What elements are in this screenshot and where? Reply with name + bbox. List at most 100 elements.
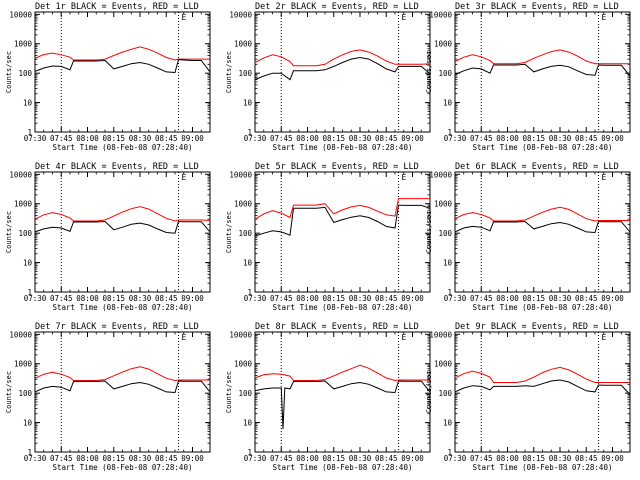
panel-det-6: Det 6r BLACK = Events, RED = LLD 1 10 100 10… bbox=[425, 162, 631, 312]
x-tick-label: 08:45 bbox=[375, 134, 398, 143]
y-tick-label: 100 bbox=[18, 229, 32, 238]
y-tick-label: 1 bbox=[447, 288, 452, 297]
x-tick-label: 08:15 bbox=[322, 134, 345, 143]
x-tick-label: 09:00 bbox=[401, 134, 424, 143]
x-tick-label: 08:30 bbox=[349, 294, 372, 303]
corner-marker: E bbox=[182, 13, 187, 22]
x-tick-label: 09:00 bbox=[401, 294, 424, 303]
x-tick-label: 08:00 bbox=[76, 134, 99, 143]
corner-marker: E bbox=[602, 13, 607, 22]
series-events-line bbox=[454, 220, 631, 234]
x-tick-label: 08:15 bbox=[522, 454, 545, 463]
x-tick-label: 07:30 bbox=[244, 294, 267, 303]
series-lld-line bbox=[254, 364, 430, 382]
series-lld-line bbox=[254, 49, 431, 67]
y-tick-label: 10 bbox=[443, 419, 453, 428]
y-tick-label: 100 bbox=[438, 69, 452, 78]
x-tick-label: 07:45 bbox=[470, 454, 493, 463]
series-events-line bbox=[254, 380, 431, 430]
series-lld-line bbox=[254, 198, 430, 220]
panel-det-3: Det 3r BLACK = Events, RED = LLD 1 10 100 10… bbox=[425, 2, 631, 152]
y-axis-label: Counts/sec bbox=[425, 371, 433, 413]
x-tick-label: 08:00 bbox=[496, 134, 519, 143]
x-tick-label: 07:45 bbox=[270, 294, 293, 303]
y-tick-label: 1000 bbox=[434, 40, 453, 49]
corner-marker: E bbox=[402, 333, 407, 342]
x-tick-label: 08:30 bbox=[129, 134, 152, 143]
x-tick-label: 07:30 bbox=[444, 454, 467, 463]
panel-det-5: Det 5r BLACK = Events, RED = LLD 1 10 100 10… bbox=[225, 162, 431, 312]
y-tick-label: 10 bbox=[23, 99, 33, 108]
x-tick-label: 07:30 bbox=[244, 454, 267, 463]
y-axis-label: Counts/sec bbox=[425, 51, 433, 93]
y-tick-label: 100 bbox=[18, 389, 32, 398]
x-tick-label: 08:15 bbox=[102, 454, 125, 463]
y-tick-label: 100 bbox=[18, 69, 32, 78]
y-tick-label: 1000 bbox=[14, 200, 33, 209]
y-tick-label: 10 bbox=[243, 99, 253, 108]
y-tick-label: 1 bbox=[27, 288, 32, 297]
panel-title: Det 6r BLACK = Events, RED = LLD bbox=[455, 162, 619, 172]
series-lld-line bbox=[454, 49, 630, 65]
x-tick-label: 09:00 bbox=[181, 294, 204, 303]
panel-title: Det 1r BLACK = Events, RED = LLD bbox=[35, 2, 199, 12]
x-axis-label: Start Time (08-Feb-08 07:28:40) bbox=[53, 303, 193, 312]
x-tick-label: 08:45 bbox=[575, 454, 598, 463]
series-events-line bbox=[254, 56, 431, 81]
y-axis-label: Counts/sec bbox=[225, 51, 233, 93]
y-tick-label: 1 bbox=[447, 128, 452, 137]
panel-title: Det 9r BLACK = Events, RED = LLD bbox=[455, 322, 619, 332]
x-tick-label: 07:30 bbox=[244, 134, 267, 143]
x-axis-label: Start Time (08-Feb-08 07:28:40) bbox=[473, 463, 613, 472]
x-tick-label: 07:45 bbox=[470, 134, 493, 143]
y-tick-label: 100 bbox=[238, 69, 252, 78]
series-events-line bbox=[454, 63, 631, 77]
x-axis-label: Start Time (08-Feb-08 07:28:40) bbox=[273, 303, 413, 312]
x-tick-label: 07:30 bbox=[24, 294, 47, 303]
x-tick-label: 08:15 bbox=[322, 294, 345, 303]
x-tick-label: 08:45 bbox=[575, 294, 598, 303]
y-tick-label: 100 bbox=[438, 389, 452, 398]
y-tick-label: 1000 bbox=[14, 40, 33, 49]
y-tick-label: 10000 bbox=[9, 10, 32, 19]
y-tick-label: 10000 bbox=[9, 170, 32, 179]
corner-marker: E bbox=[402, 173, 407, 182]
y-tick-label: 1000 bbox=[434, 200, 453, 209]
series-events-line bbox=[34, 220, 211, 234]
x-tick-label: 07:30 bbox=[444, 134, 467, 143]
x-tick-label: 08:00 bbox=[296, 134, 319, 143]
x-tick-label: 08:00 bbox=[76, 294, 99, 303]
panel-det-7: Det 7r BLACK = Events, RED = LLD 1 10 100 10… bbox=[5, 322, 211, 472]
corner-marker: E bbox=[182, 333, 187, 342]
corner-marker: E bbox=[602, 333, 607, 342]
y-tick-label: 10000 bbox=[229, 10, 252, 19]
y-tick-label: 1 bbox=[27, 448, 32, 457]
y-axis-label: Counts/sec bbox=[5, 211, 13, 253]
x-tick-label: 07:30 bbox=[24, 134, 47, 143]
x-tick-label: 07:45 bbox=[50, 454, 73, 463]
x-tick-label: 07:45 bbox=[470, 294, 493, 303]
y-tick-label: 1 bbox=[247, 448, 252, 457]
y-tick-label: 10 bbox=[443, 99, 453, 108]
x-tick-label: 09:00 bbox=[181, 454, 204, 463]
y-tick-label: 100 bbox=[238, 229, 252, 238]
panel-det-1: Det 1r BLACK = Events, RED = LLD 1 10 100 10… bbox=[5, 2, 211, 152]
x-axis-label: Start Time (08-Feb-08 07:28:40) bbox=[473, 303, 613, 312]
y-tick-label: 1000 bbox=[234, 40, 253, 49]
x-axis-label: Start Time (08-Feb-08 07:28:40) bbox=[473, 143, 613, 152]
y-tick-label: 10000 bbox=[229, 330, 252, 339]
y-tick-label: 100 bbox=[238, 389, 252, 398]
x-tick-label: 08:30 bbox=[549, 134, 572, 143]
x-tick-label: 09:00 bbox=[601, 294, 624, 303]
panel-title: Det 3r BLACK = Events, RED = LLD bbox=[455, 2, 619, 12]
x-tick-label: 08:00 bbox=[296, 454, 319, 463]
y-axis-label: Counts/sec bbox=[5, 51, 13, 93]
x-tick-label: 08:30 bbox=[549, 454, 572, 463]
y-tick-label: 10 bbox=[243, 419, 253, 428]
x-tick-label: 08:30 bbox=[129, 454, 152, 463]
x-axis-label: Start Time (08-Feb-08 07:28:40) bbox=[53, 143, 193, 152]
x-tick-label: 08:45 bbox=[155, 294, 178, 303]
panel-det-4: Det 4r BLACK = Events, RED = LLD 1 10 100 10… bbox=[5, 162, 211, 312]
x-tick-label: 08:15 bbox=[322, 454, 345, 463]
